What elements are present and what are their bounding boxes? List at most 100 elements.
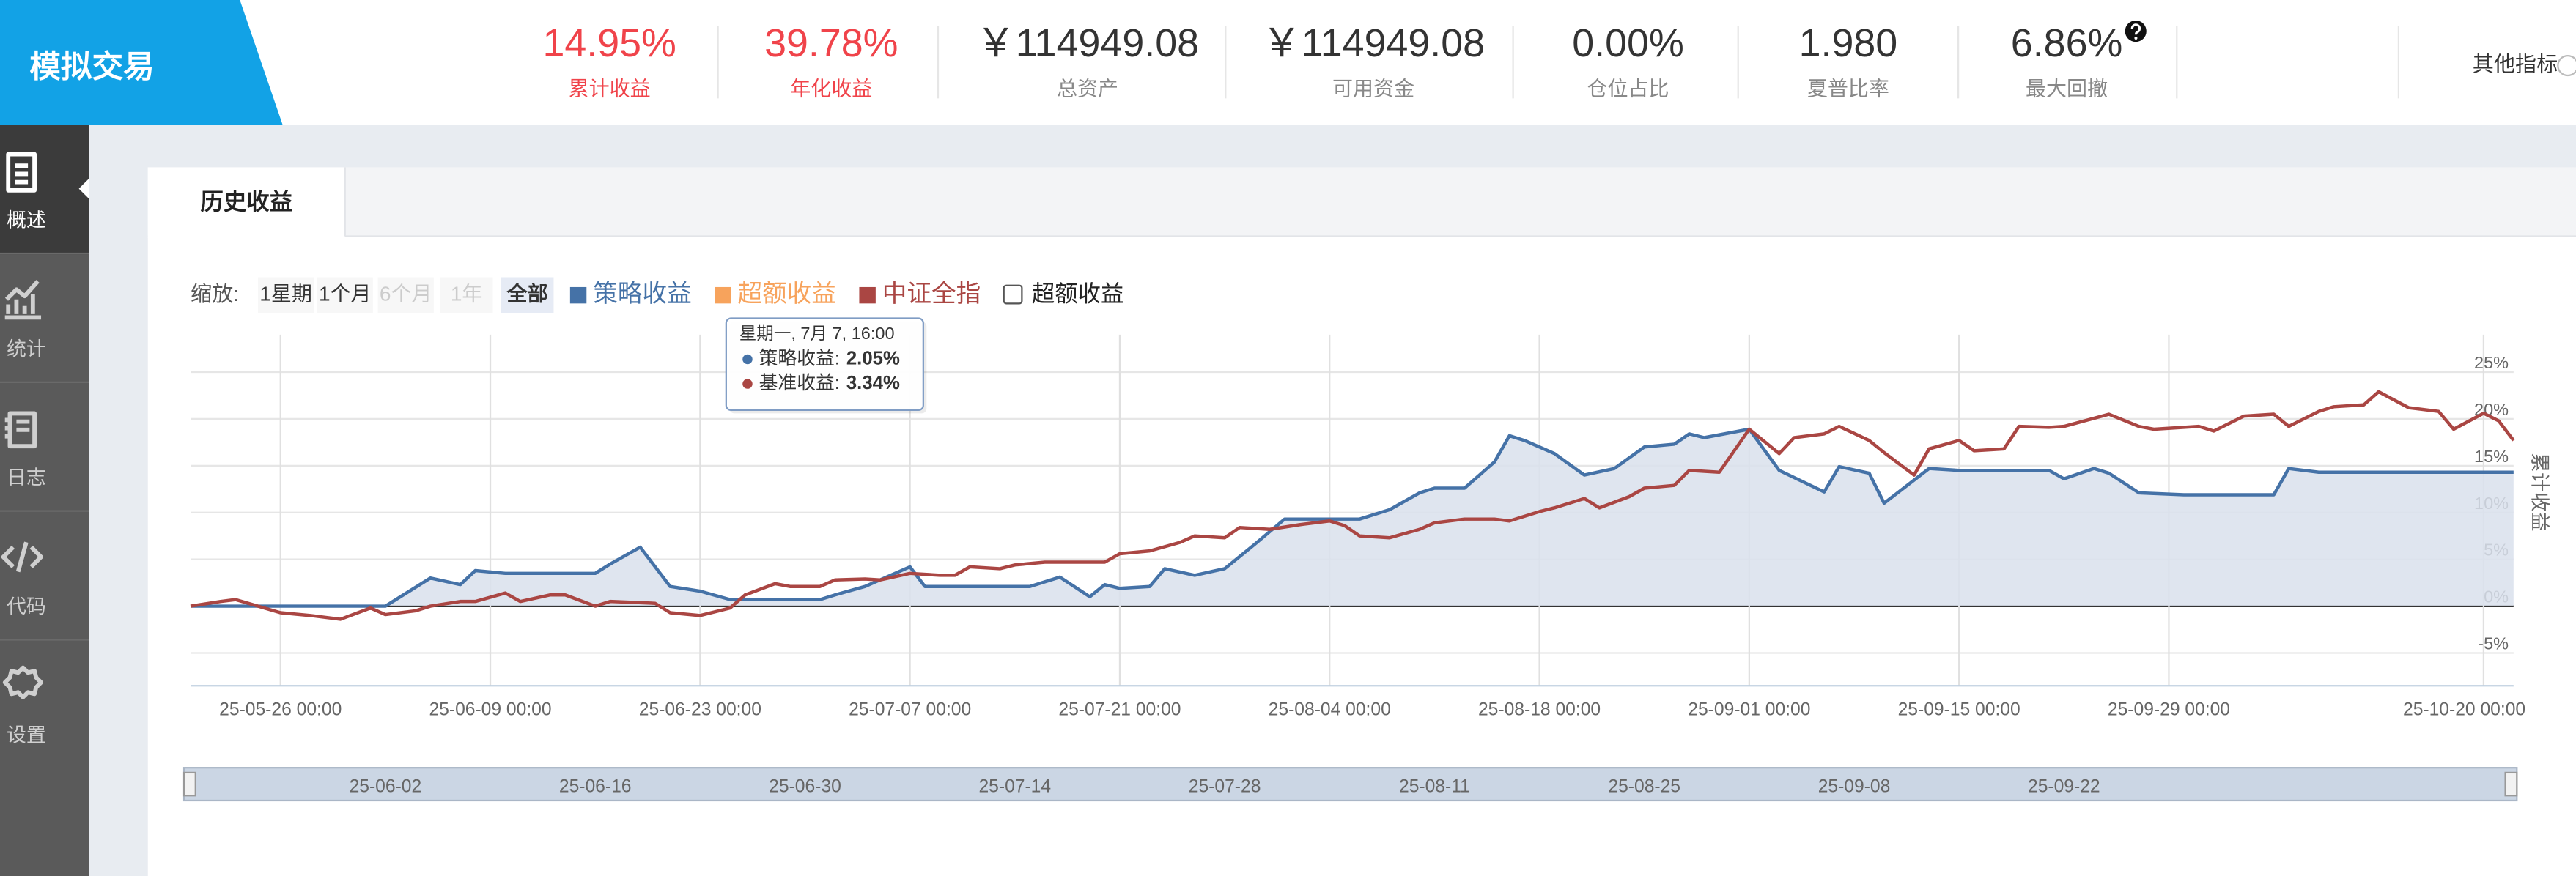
sidebar-label[interactable]: 设置 xyxy=(7,724,46,746)
help-dot[interactable] xyxy=(2134,36,2138,40)
line xyxy=(190,390,2515,621)
x-tick-label: 25-09-01 00:00 xyxy=(1688,699,1810,719)
chart: -5%0%5%10%15%20%25%25-05-26 00:0025-06-0… xyxy=(182,317,2550,802)
checkbox-box[interactable] xyxy=(1003,284,1023,305)
tab-bar xyxy=(147,167,2576,237)
other-metrics[interactable]: 其他指标 xyxy=(2473,52,2558,76)
sidebar-item[interactable]: 代码 xyxy=(1,541,46,617)
help-glyph[interactable] xyxy=(2130,23,2141,35)
x-tick-label: 25-08-18 00:00 xyxy=(1478,699,1601,719)
zoom-button-label[interactable]: 全部 xyxy=(506,282,548,305)
legend-swatch[interactable] xyxy=(859,286,876,304)
x-tick-label: 25-05-26 00:00 xyxy=(219,699,342,719)
sidebar-icon[interactable] xyxy=(4,280,42,320)
zoom-button[interactable]: 6个月 xyxy=(377,277,434,313)
tooltip-dot xyxy=(742,354,753,365)
navigator-label: 25-07-14 xyxy=(978,777,1051,797)
stat-value: 14.95% xyxy=(542,21,676,65)
x-tick-label: 25-06-23 00:00 xyxy=(639,699,761,719)
legend-label[interactable]: 策略收益 xyxy=(593,280,692,308)
zoom-button[interactable]: 1年 xyxy=(440,277,493,313)
stat-label: 夏普比率 xyxy=(1807,78,1889,100)
tooltip-box xyxy=(725,317,924,412)
area xyxy=(191,428,2514,606)
sidebar-label[interactable]: 统计 xyxy=(7,338,46,360)
navigator-label: 25-08-25 xyxy=(1608,777,1680,797)
tooltip-dot xyxy=(742,379,753,389)
tooltip-row: 策略收益: 2.05% xyxy=(759,347,900,368)
help-icon[interactable] xyxy=(2125,20,2147,42)
checkbox[interactable]: 超额收益 xyxy=(1003,281,1124,306)
legend-item[interactable]: 超额收益 xyxy=(715,280,836,308)
legend-label[interactable]: 超额收益 xyxy=(738,280,837,308)
zoom-button[interactable]: 1星期 xyxy=(257,277,314,313)
tooltip: 星期一, 7月 7, 16:00 策略收益: 2.05% 基准收益: 3.34% xyxy=(725,317,927,414)
logo: 模拟交易 xyxy=(29,49,154,84)
sidebar-item[interactable]: 概述 xyxy=(6,152,46,231)
sidebar-icon[interactable] xyxy=(1,541,43,573)
navigator-handle[interactable] xyxy=(2504,771,2518,797)
y-tick-label: -5% xyxy=(2478,634,2509,653)
sidebar-icon[interactable] xyxy=(6,152,37,193)
active-pointer xyxy=(78,179,89,199)
sidebar-label[interactable]: 日志 xyxy=(7,467,46,489)
zoom-label: 缩放: xyxy=(191,282,239,306)
sidebar-icon[interactable] xyxy=(4,411,37,449)
tooltip-title: 星期一, 7月 7, 16:00 xyxy=(739,324,895,343)
y-tick-label: 25% xyxy=(2474,353,2509,372)
x-tick-label: 25-06-09 00:00 xyxy=(429,699,551,719)
navigator-label: 25-09-22 xyxy=(2028,777,2100,797)
legend-swatch[interactable] xyxy=(569,286,587,304)
legend-item[interactable]: 中证全指 xyxy=(859,280,981,308)
zoom-button[interactable]: 全部 xyxy=(501,277,554,313)
y-axis-title: 累计收益 xyxy=(2528,453,2550,531)
line xyxy=(191,427,2514,608)
navigator-label: 25-09-08 xyxy=(1818,777,1891,797)
stat-value: ￥114949.08 xyxy=(976,21,1199,65)
zoom-button-label[interactable]: 1个月 xyxy=(319,283,372,305)
zoom-button-bg[interactable] xyxy=(501,277,554,313)
zoom-button-bg[interactable] xyxy=(377,277,434,313)
sidebar-item[interactable]: 统计 xyxy=(4,280,46,360)
zoom-button-label[interactable]: 6个月 xyxy=(380,283,432,305)
navigator-label: 25-08-11 xyxy=(1399,777,1470,797)
navigator-label: 25-06-16 xyxy=(559,777,632,797)
zoom-button-bg[interactable] xyxy=(440,277,493,313)
tooltip-row: 基准收益: 3.34% xyxy=(759,372,900,393)
other-metrics-icon[interactable] xyxy=(2557,55,2576,77)
stat-value: 6.86% xyxy=(2011,21,2123,65)
tab-label[interactable]: 历史收益 xyxy=(200,189,292,215)
stat-label: 累计收益 xyxy=(569,78,651,100)
navigator-handle[interactable] xyxy=(182,771,196,797)
legend-label[interactable]: 中证全指 xyxy=(882,280,981,308)
legend-swatch[interactable] xyxy=(715,286,731,304)
zoom-button[interactable]: 1个月 xyxy=(317,277,373,313)
stat-label: 总资产 xyxy=(1057,78,1118,100)
sidebar-label[interactable]: 代码 xyxy=(7,595,46,617)
checkbox-label[interactable]: 超额收益 xyxy=(1032,281,1124,306)
x-tick-label: 25-08-04 00:00 xyxy=(1269,699,1391,719)
stat-value: 39.78% xyxy=(764,21,898,65)
zoom-button-bg[interactable] xyxy=(257,277,314,313)
legend-item[interactable]: 策略收益 xyxy=(569,280,692,308)
zoom-button-label[interactable]: 1年 xyxy=(451,283,483,305)
tooltip-row-label: 策略收益: xyxy=(759,347,840,368)
stat-label: 年化收益 xyxy=(790,78,872,100)
navigator-label: 25-07-28 xyxy=(1189,777,1261,797)
sidebar-label[interactable]: 概述 xyxy=(7,209,46,231)
navigator-label: 25-06-30 xyxy=(769,777,841,797)
sidebar-item[interactable]: 日志 xyxy=(4,411,46,489)
x-tick-label: 25-07-21 00:00 xyxy=(1058,699,1181,719)
sidebar-icon[interactable] xyxy=(2,665,43,699)
zoom-button-bg[interactable] xyxy=(317,277,373,313)
navigator-label: 25-06-02 xyxy=(350,777,422,797)
y-tick-label: 15% xyxy=(2474,447,2509,466)
sidebar-item[interactable]: 设置 xyxy=(2,665,46,746)
stat-label: 仓位占比 xyxy=(1587,78,1669,100)
tab-active[interactable] xyxy=(147,167,345,238)
zoom-button-label[interactable]: 1星期 xyxy=(259,283,312,305)
navigator[interactable] xyxy=(182,767,2518,802)
stat-label: 最大回撤 xyxy=(2026,78,2108,100)
